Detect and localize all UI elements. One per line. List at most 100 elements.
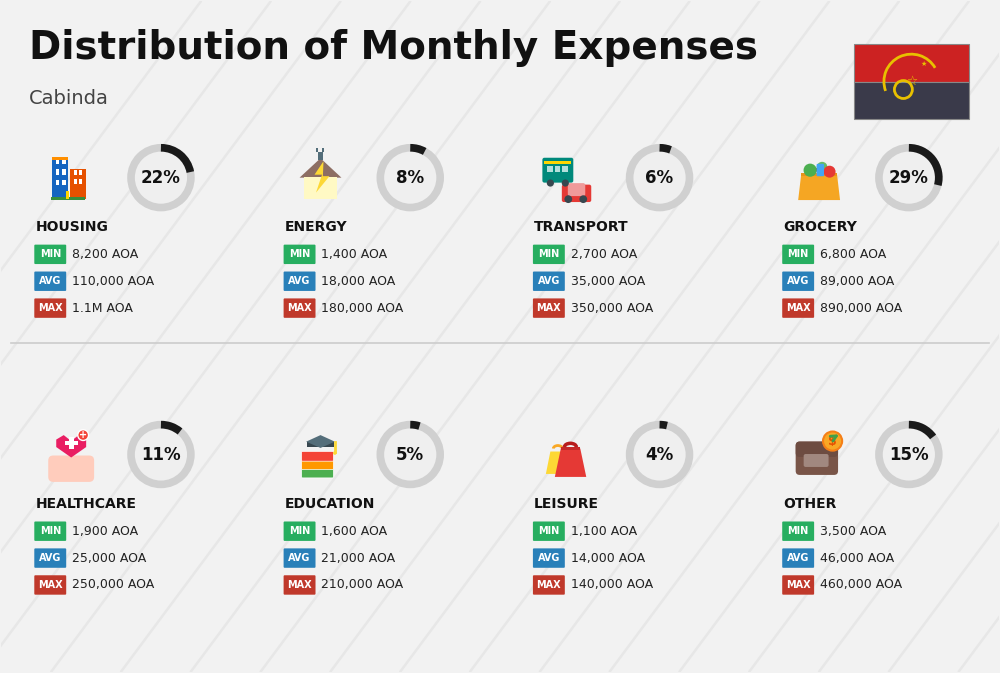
Circle shape bbox=[562, 180, 569, 186]
FancyBboxPatch shape bbox=[307, 441, 334, 447]
Text: AVG: AVG bbox=[787, 276, 809, 286]
Text: 1,400 AOA: 1,400 AOA bbox=[321, 248, 388, 261]
Text: 15%: 15% bbox=[889, 446, 929, 464]
FancyBboxPatch shape bbox=[782, 271, 814, 291]
Text: 4%: 4% bbox=[645, 446, 674, 464]
FancyBboxPatch shape bbox=[56, 180, 59, 185]
Text: 250,000 AOA: 250,000 AOA bbox=[72, 579, 154, 592]
FancyBboxPatch shape bbox=[533, 548, 565, 568]
Text: 1,900 AOA: 1,900 AOA bbox=[72, 525, 138, 538]
Circle shape bbox=[804, 164, 817, 177]
FancyBboxPatch shape bbox=[302, 468, 333, 478]
FancyBboxPatch shape bbox=[74, 179, 77, 184]
FancyBboxPatch shape bbox=[304, 177, 337, 199]
Polygon shape bbox=[798, 175, 840, 200]
FancyBboxPatch shape bbox=[562, 166, 568, 172]
FancyBboxPatch shape bbox=[56, 159, 59, 164]
Text: 110,000 AOA: 110,000 AOA bbox=[72, 275, 154, 288]
Circle shape bbox=[78, 430, 89, 440]
FancyBboxPatch shape bbox=[782, 298, 814, 318]
Polygon shape bbox=[546, 452, 570, 474]
Text: MAX: MAX bbox=[786, 580, 810, 590]
FancyBboxPatch shape bbox=[65, 441, 78, 445]
Text: 1.1M AOA: 1.1M AOA bbox=[72, 302, 133, 314]
FancyBboxPatch shape bbox=[782, 522, 814, 541]
FancyBboxPatch shape bbox=[56, 170, 59, 175]
FancyBboxPatch shape bbox=[318, 152, 323, 160]
Text: 29%: 29% bbox=[889, 169, 929, 186]
FancyBboxPatch shape bbox=[79, 179, 82, 184]
Text: HOUSING: HOUSING bbox=[35, 221, 108, 234]
FancyBboxPatch shape bbox=[62, 170, 66, 175]
Text: MIN: MIN bbox=[538, 526, 559, 536]
FancyBboxPatch shape bbox=[533, 271, 565, 291]
Text: MIN: MIN bbox=[289, 526, 310, 536]
Text: 14,000 AOA: 14,000 AOA bbox=[571, 552, 645, 565]
Text: 6%: 6% bbox=[645, 169, 674, 186]
Text: 1,600 AOA: 1,600 AOA bbox=[321, 525, 388, 538]
Text: MAX: MAX bbox=[38, 303, 63, 313]
FancyBboxPatch shape bbox=[316, 148, 318, 152]
FancyBboxPatch shape bbox=[284, 548, 316, 568]
Text: MAX: MAX bbox=[537, 303, 561, 313]
Circle shape bbox=[630, 425, 689, 485]
FancyBboxPatch shape bbox=[782, 575, 814, 595]
FancyBboxPatch shape bbox=[51, 197, 85, 200]
Text: 1,100 AOA: 1,100 AOA bbox=[571, 525, 637, 538]
Text: LEISURE: LEISURE bbox=[534, 497, 599, 511]
FancyBboxPatch shape bbox=[34, 522, 66, 541]
Text: 46,000 AOA: 46,000 AOA bbox=[820, 552, 894, 565]
FancyBboxPatch shape bbox=[284, 271, 316, 291]
Text: MAX: MAX bbox=[786, 303, 810, 313]
Text: ENERGY: ENERGY bbox=[285, 221, 347, 234]
Text: AVG: AVG bbox=[39, 553, 61, 563]
Text: AVG: AVG bbox=[288, 553, 311, 563]
FancyBboxPatch shape bbox=[284, 575, 316, 595]
FancyBboxPatch shape bbox=[561, 447, 580, 450]
Text: AVG: AVG bbox=[288, 276, 311, 286]
Text: Cabinda: Cabinda bbox=[29, 89, 109, 108]
Text: 6,800 AOA: 6,800 AOA bbox=[820, 248, 886, 261]
Text: 5%: 5% bbox=[396, 446, 424, 464]
Text: AVG: AVG bbox=[787, 553, 809, 563]
Text: 210,000 AOA: 210,000 AOA bbox=[321, 579, 404, 592]
Text: EDUCATION: EDUCATION bbox=[285, 497, 375, 511]
FancyBboxPatch shape bbox=[48, 456, 94, 482]
FancyBboxPatch shape bbox=[34, 244, 66, 264]
FancyBboxPatch shape bbox=[533, 522, 565, 541]
Text: 11%: 11% bbox=[141, 446, 181, 464]
Circle shape bbox=[817, 162, 827, 172]
Circle shape bbox=[879, 148, 939, 207]
Text: 8,200 AOA: 8,200 AOA bbox=[72, 248, 138, 261]
Text: MAX: MAX bbox=[38, 580, 63, 590]
FancyBboxPatch shape bbox=[79, 170, 82, 175]
Circle shape bbox=[824, 166, 836, 178]
Text: GROCERY: GROCERY bbox=[783, 221, 857, 234]
Text: 140,000 AOA: 140,000 AOA bbox=[571, 579, 653, 592]
FancyBboxPatch shape bbox=[854, 44, 969, 81]
Circle shape bbox=[823, 431, 842, 451]
FancyBboxPatch shape bbox=[542, 157, 573, 182]
FancyBboxPatch shape bbox=[284, 298, 316, 318]
FancyBboxPatch shape bbox=[544, 162, 571, 164]
Text: 21,000 AOA: 21,000 AOA bbox=[321, 552, 396, 565]
Polygon shape bbox=[300, 158, 341, 178]
Text: 180,000 AOA: 180,000 AOA bbox=[321, 302, 404, 314]
FancyBboxPatch shape bbox=[555, 166, 560, 172]
Polygon shape bbox=[56, 435, 86, 458]
Text: 18,000 AOA: 18,000 AOA bbox=[321, 275, 396, 288]
Circle shape bbox=[564, 195, 572, 203]
FancyBboxPatch shape bbox=[284, 244, 316, 264]
Polygon shape bbox=[315, 162, 329, 192]
Polygon shape bbox=[306, 435, 335, 448]
Text: 25,000 AOA: 25,000 AOA bbox=[72, 552, 146, 565]
FancyBboxPatch shape bbox=[70, 169, 86, 199]
Circle shape bbox=[333, 451, 337, 455]
Circle shape bbox=[380, 148, 440, 207]
FancyBboxPatch shape bbox=[34, 298, 66, 318]
Text: MIN: MIN bbox=[788, 526, 809, 536]
Circle shape bbox=[547, 180, 554, 186]
Text: MAX: MAX bbox=[537, 580, 561, 590]
Text: ☆: ☆ bbox=[906, 75, 917, 88]
FancyBboxPatch shape bbox=[804, 454, 829, 467]
